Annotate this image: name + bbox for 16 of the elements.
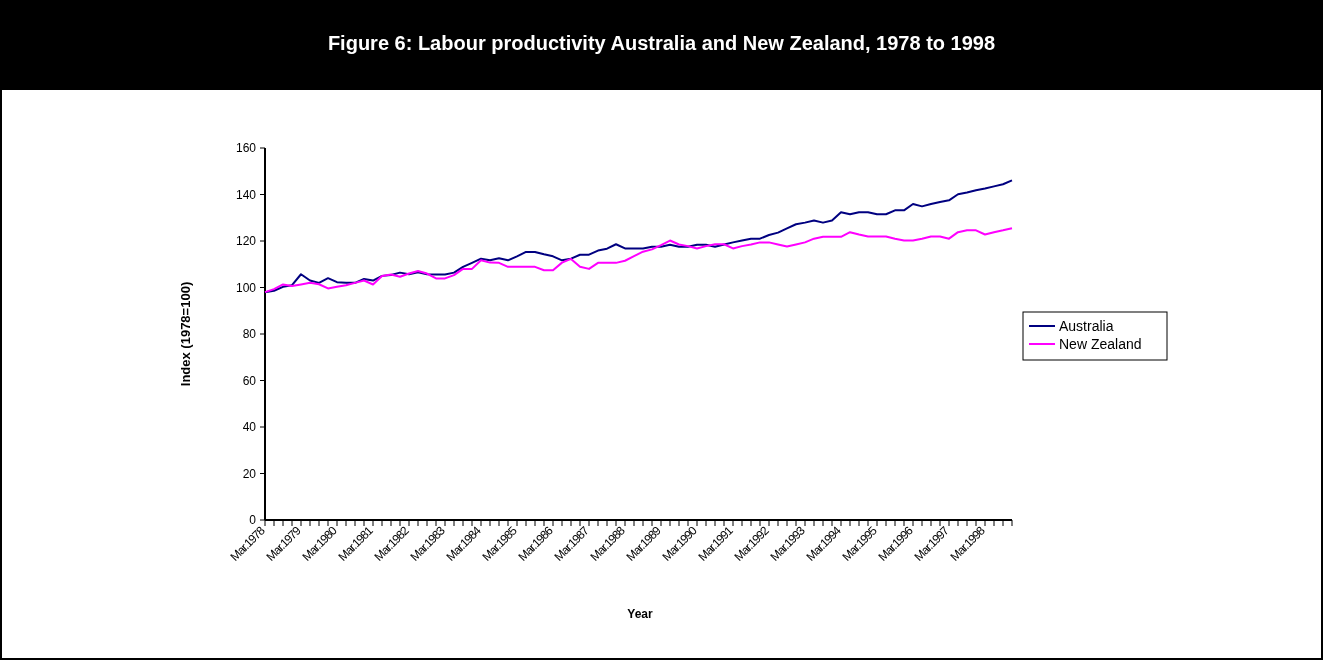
y-tick-label: 160	[235, 141, 257, 156]
y-tick-label: 80	[242, 327, 257, 342]
line-series	[264, 179, 1013, 294]
y-tick-label: 60	[242, 373, 257, 388]
y-tick-label: 20	[242, 466, 257, 481]
y-tick-label: 120	[235, 234, 257, 249]
line-series	[264, 227, 1013, 294]
y-tick-label: 100	[235, 280, 257, 295]
chart-title: Figure 6: Labour productivity Australia and New Zealand, 1978 to 1998	[327, 32, 996, 54]
legend-label: Australia	[1059, 317, 1114, 334]
legend-label: New Zealand	[1059, 335, 1142, 352]
y-tick-label: 40	[242, 420, 257, 435]
y-tick-label: 140	[235, 187, 257, 202]
y-tick-label: 0	[249, 513, 257, 528]
x-axis-title: Year	[627, 607, 654, 621]
y-axis-title: Index (1978=100)	[178, 281, 193, 387]
